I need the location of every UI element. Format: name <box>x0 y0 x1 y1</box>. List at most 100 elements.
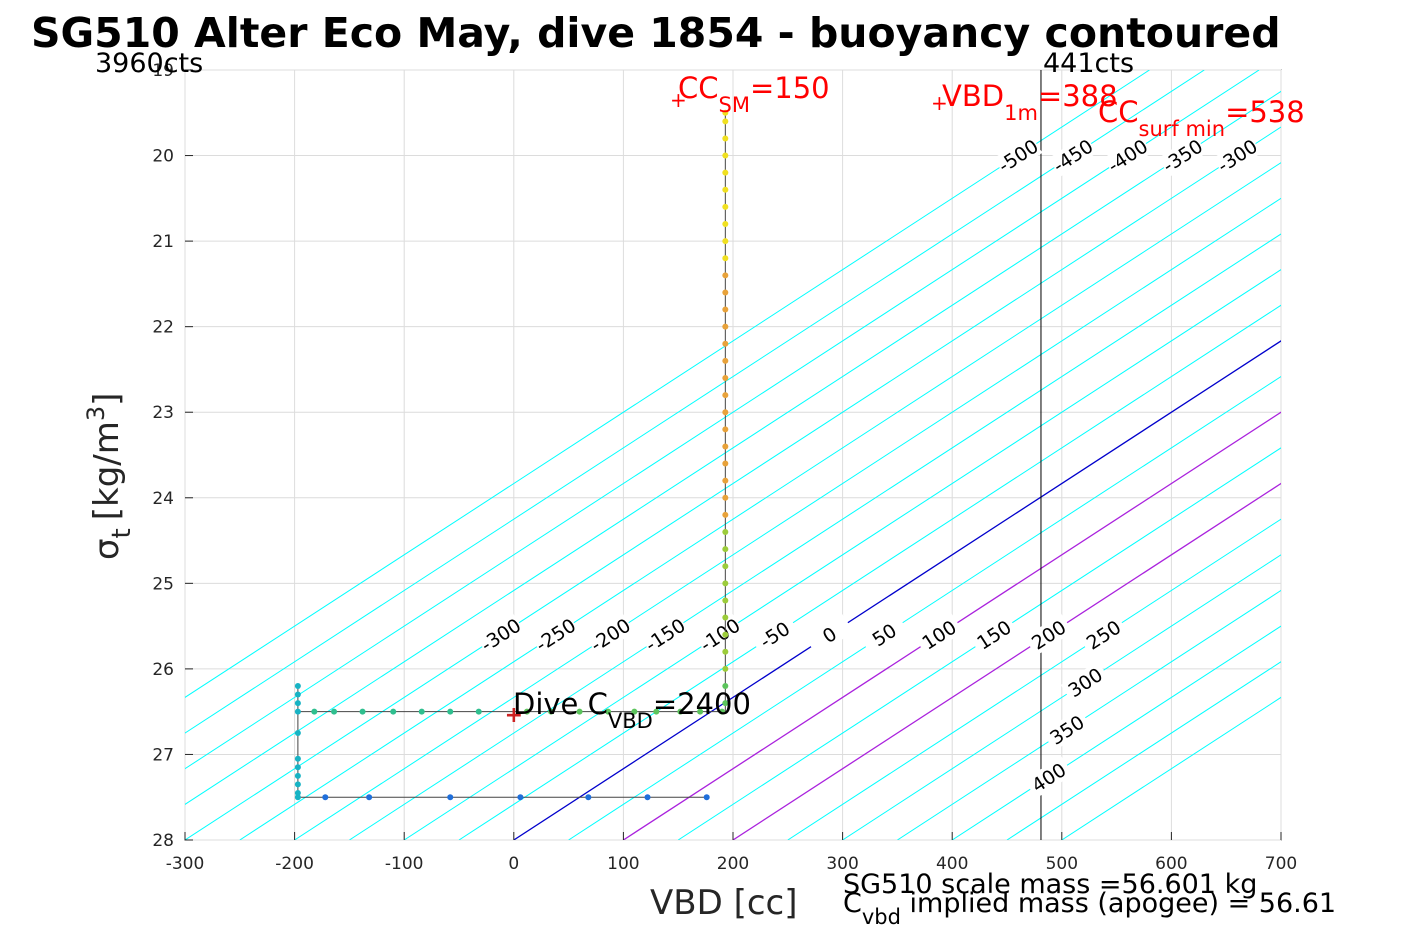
data-point <box>722 683 729 689</box>
data-point <box>644 794 651 801</box>
data-point <box>722 460 729 467</box>
cc-surf-min-annotation: CCsurf min=538 <box>1098 95 1305 141</box>
data-point <box>322 794 329 801</box>
contour-line <box>1061 696 1281 840</box>
data-point <box>703 794 710 801</box>
contour-line <box>185 70 1260 770</box>
contour-label-bg <box>1042 708 1092 751</box>
data-point <box>722 109 729 116</box>
x-tick-label: 500 <box>1046 854 1078 874</box>
data-point <box>722 443 729 450</box>
data-point <box>548 708 555 715</box>
contour-label-bg <box>1103 134 1152 177</box>
y-tick-label: 22 <box>152 318 174 338</box>
y-tick-label: 27 <box>152 745 174 765</box>
data-point <box>722 289 729 296</box>
data-point <box>722 135 729 142</box>
contour-label-bg <box>1024 756 1074 799</box>
contour-label-bg <box>1048 134 1098 177</box>
data-point <box>585 794 592 801</box>
data-point <box>722 169 729 176</box>
data-point <box>722 597 729 604</box>
contour-label-bg <box>914 613 964 656</box>
cc-sm-sub: SM <box>719 93 750 117</box>
data-point <box>722 221 729 227</box>
data-point <box>311 708 318 715</box>
contour-line <box>732 482 1281 840</box>
contour-line <box>1006 661 1281 840</box>
cc-sm-value: =150 <box>750 71 830 105</box>
contour-label-bg <box>969 613 1019 656</box>
cc-sm-annotation: + CCSM=150 <box>670 71 830 117</box>
contour-line <box>842 554 1281 840</box>
contour-line <box>677 447 1281 840</box>
dive-cvbd-label: Dive C <box>513 687 608 721</box>
scale-mass-text: SG510 scale mass =56.601 kg <box>843 869 1257 900</box>
data-point <box>653 708 660 715</box>
data-point <box>722 648 729 655</box>
data-point <box>677 708 684 715</box>
contour-label-bg <box>1079 613 1128 656</box>
contour-line <box>787 518 1281 840</box>
contour-line <box>185 70 1150 699</box>
data-point <box>294 755 301 762</box>
implied-mass-text: implied mass (apogee) = 56.61 <box>901 888 1336 919</box>
data-point <box>576 708 583 715</box>
data-point <box>294 691 301 698</box>
data-point <box>722 700 729 707</box>
contour-label-bg <box>695 613 745 656</box>
contour-label-bg <box>585 613 635 656</box>
data-point <box>722 631 729 638</box>
y-tick-label: 26 <box>152 660 174 680</box>
x-tick-label: 400 <box>936 854 968 874</box>
data-point <box>517 794 524 801</box>
data-point <box>331 708 338 715</box>
x-tick-label: 700 <box>1265 854 1297 874</box>
data-point <box>359 708 366 715</box>
data-point <box>294 683 301 689</box>
data-point <box>523 708 530 715</box>
cc-sm-marker: + <box>670 88 687 112</box>
y-axis-ticks: 19 20 21 22 23 24 25 26 27 28 <box>152 61 193 851</box>
data-point <box>294 781 301 788</box>
y-tick-label: 23 <box>152 403 174 423</box>
data-point <box>719 708 726 715</box>
contour-label-bg <box>805 613 854 656</box>
data-point <box>722 323 729 330</box>
data-point <box>294 764 301 771</box>
x-tick-label: -100 <box>385 854 424 874</box>
data-point <box>722 665 729 672</box>
data-point <box>294 730 301 737</box>
data-point <box>447 708 454 715</box>
contour-label-bg <box>1212 134 1262 177</box>
y-tick-label: 19 <box>152 61 174 81</box>
cc-sm-label: CC <box>678 71 719 105</box>
vbd-1m-annotation: + VBD1m=388 <box>931 79 1118 125</box>
data-point <box>294 708 301 715</box>
x-axis-ticks: -300 -200 -100 0 100 200 300 400 500 600 700 <box>166 832 1297 874</box>
contour-label-bg <box>750 613 800 656</box>
data-point <box>605 708 612 715</box>
svg-text:CCsurf min=538: CCsurf min=538 <box>1098 95 1305 141</box>
data-point <box>418 708 425 715</box>
y-tick-label: 28 <box>152 831 174 851</box>
contour-label-bg <box>1157 134 1207 177</box>
vbd-1m-label: VBD <box>942 79 1004 113</box>
implied-mass-prefix: C <box>843 888 862 919</box>
vbd-1m-value: =388 <box>1038 79 1118 113</box>
y-tick-label: 24 <box>152 489 174 509</box>
y-axis-label: σt [kg/m3] <box>82 393 137 560</box>
cc-surf-sub: surf min <box>1139 117 1226 141</box>
data-point <box>294 789 301 796</box>
data-point <box>722 152 729 159</box>
data-point <box>390 708 397 715</box>
data-point <box>366 794 373 801</box>
data-points <box>294 109 729 801</box>
svg-text:Cvbd implied mass (apogee) = 5: Cvbd implied mass (apogee) = 56.61 <box>843 888 1336 929</box>
y-axis-label-units: [kg/m <box>87 421 127 520</box>
x-tick-label: 600 <box>1155 854 1187 874</box>
data-point <box>447 794 454 801</box>
data-point <box>722 494 729 501</box>
data-point <box>631 708 638 715</box>
